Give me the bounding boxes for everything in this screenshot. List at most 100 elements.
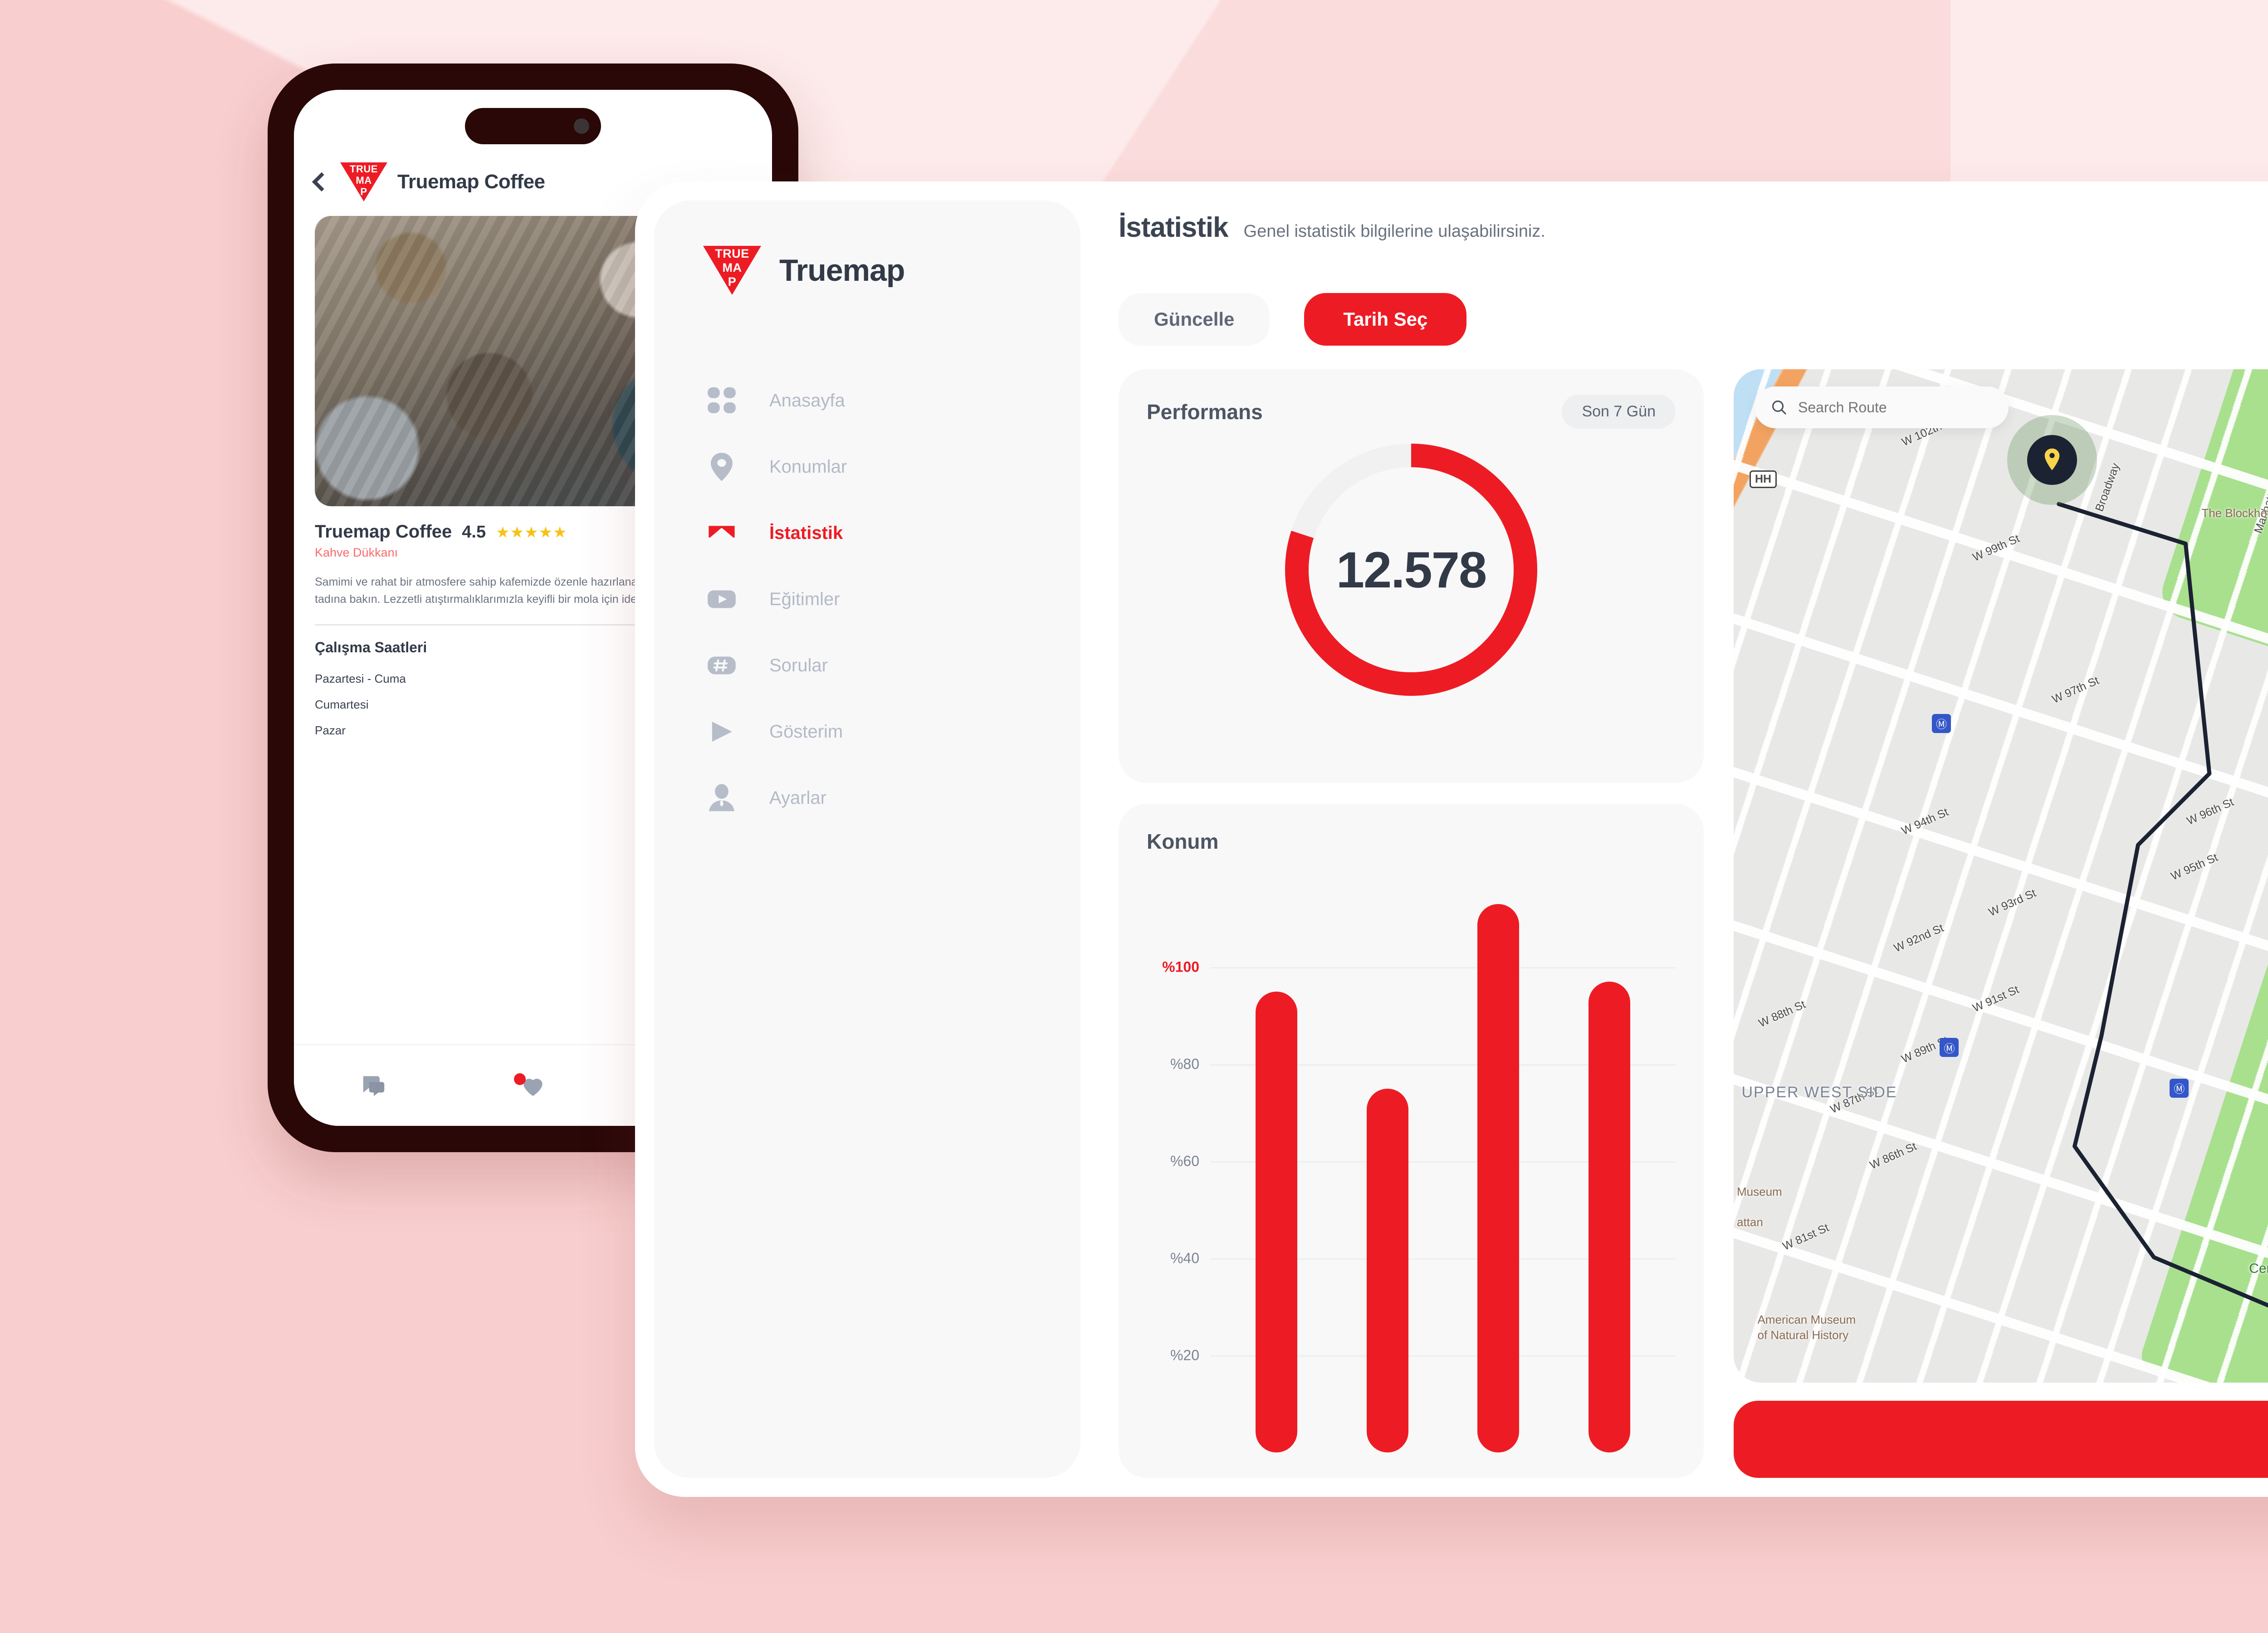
y-tick-label: %80 [1170,1056,1199,1072]
logo-line-3: P [360,186,367,197]
gridline [1210,1258,1676,1260]
logo-line-2: MA [356,175,372,186]
phone-camera-icon [574,118,589,134]
origin-marker[interactable] [2027,435,2077,485]
bar [1477,904,1520,1452]
subway-icon: Ⓜ [2170,1078,2189,1098]
sidebar-item-gosterim[interactable]: Gösterim [654,699,1080,765]
gridline [1210,1161,1676,1163]
select-date-button[interactable]: Tarih Seç [1304,293,1467,346]
page-header: İstatistik Genel istatistik bilgilerine … [1115,211,1545,244]
bar [1366,1088,1408,1452]
divider [315,624,751,626]
hours-day: Pazar [315,724,346,737]
person-icon [704,780,739,816]
logo-line-1: TRUE [350,163,378,175]
sidebar-item-label: Sorular [769,655,828,675]
pin-icon [2044,448,2060,470]
sidebar-nav: Anasayfa Konumlar İstatistik [654,367,1080,831]
bars-container [1210,870,1676,1452]
phone-notch [465,108,601,144]
brand-logo[interactable]: TRUE MA P Truemap [654,228,1080,295]
rating-stars-icon: ★★★★★ [496,524,567,541]
notification-badge [513,1073,526,1085]
rating-value: 4.5 [462,523,486,542]
bar [1588,982,1630,1452]
page-topbar: İstatistik Genel istatistik bilgilerine … [1115,211,2268,272]
logo-line-3: P [728,275,737,288]
place-label: American Museum of Natural History [1757,1312,1856,1342]
sidebar-item-label: Eğitimler [769,589,840,609]
location-card: Konum %100 %80 %60 %40 %20 [1119,804,1704,1478]
sidebar: TRUE MA P Truemap Anasayfa [654,200,1080,1478]
dashboard-window: TRUE MA P Truemap Anasayfa [635,181,2268,1497]
gridline [1210,1064,1676,1066]
truemap-logo-icon: TRUE MA P [703,246,761,295]
working-hours-title: Çalışma Saatleri [315,639,427,655]
performance-card-title: Performans [1147,400,1263,424]
sidebar-item-ayarlar[interactable]: Ayarlar [654,765,1080,831]
chat-icon [363,1076,384,1096]
street-grid [1734,369,2268,1383]
brand-name: Truemap [779,253,905,288]
search-input[interactable] [1798,399,1993,416]
business-category: Kahve Dükkanı [315,546,398,559]
neighborhood-label: UPPER WEST SIDE [1741,1083,1897,1101]
bar [1256,991,1298,1452]
content-area: Performans Son 7 Gün 12.578 [1115,369,2268,1478]
place-label: Museum [1736,1185,1782,1199]
heart-icon [523,1079,543,1096]
hours-day: Pazartesi - Cuma [315,672,406,685]
y-tick-label: %40 [1170,1250,1199,1266]
search-route-box[interactable] [1755,386,2009,428]
location-card-title: Konum [1147,830,1219,853]
y-tick-label: %60 [1170,1153,1199,1169]
gridline [1210,1355,1676,1357]
sidebar-item-label: Anasayfa [769,390,845,411]
page-subtitle: Genel istatistik bilgilerine ulaşabilirs… [1243,222,1545,241]
sidebar-item-anasayfa[interactable]: Anasayfa [654,367,1080,434]
sidebar-item-istatistik[interactable]: İstatistik [654,500,1080,566]
subway-icon: Ⓜ [1940,1038,1959,1057]
map-bottom-bar[interactable] [1734,1401,2268,1478]
performance-card: Performans Son 7 Gün 12.578 [1119,369,1704,783]
hours-day: Cumartesi [315,698,369,711]
update-button[interactable]: Güncelle [1119,293,1270,346]
sidebar-item-label: Konumlar [769,456,847,477]
toolbar: Güncelle Tarih Seç [1115,293,2268,346]
y-tick-label: %100 [1162,958,1199,975]
bar-chart: %100 %80 %60 %40 %20 [1147,870,1676,1452]
map-pin-icon [704,449,739,484]
period-badge[interactable]: Son 7 Gün [1562,395,1676,429]
business-name: Truemap Coffee [315,522,452,542]
sidebar-item-label: İstatistik [769,523,843,543]
logo-line-2: MA [722,261,742,274]
map-view[interactable]: W 102th St W 99th St Broadway Manhattan … [1734,369,2268,1383]
back-chevron-icon[interactable] [312,172,332,192]
sidebar-item-sorular[interactable]: Sorular [654,632,1080,699]
grid-icon [704,383,739,418]
highway-shield: HH [1749,470,1777,489]
place-label: Central Park [2249,1261,2268,1276]
main-content: İstatistik Genel istatistik bilgilerine … [1080,200,2268,1478]
y-axis: %100 %80 %60 %40 %20 [1147,870,1210,1452]
route-path [1734,369,2268,1383]
phone-page-title: Truemap Coffee [397,171,545,193]
performance-value: 12.578 [1336,541,1487,598]
tab-favorites[interactable] [506,1071,560,1100]
donut-chart: 12.578 [1147,431,1676,708]
truemap-logo-icon: TRUE MA P [340,162,387,201]
sidebar-item-egitimler[interactable]: Eğitimler [654,566,1080,632]
search-icon [1772,400,1786,415]
sidebar-item-konumlar[interactable]: Konumlar [654,434,1080,500]
stats-column: Performans Son 7 Gün 12.578 [1119,369,1704,1478]
sidebar-item-label: Gösterim [769,721,843,742]
place-label: attan [1736,1215,1763,1229]
tab-chat[interactable] [347,1071,401,1100]
sidebar-item-label: Ayarlar [769,787,826,808]
video-play-icon [704,582,739,617]
map-column: W 102th St W 99th St Broadway Manhattan … [1734,369,2268,1478]
play-triangle-icon [704,714,739,749]
page-title: İstatistik [1119,212,1229,243]
bar-chart-plot [1210,870,1676,1452]
